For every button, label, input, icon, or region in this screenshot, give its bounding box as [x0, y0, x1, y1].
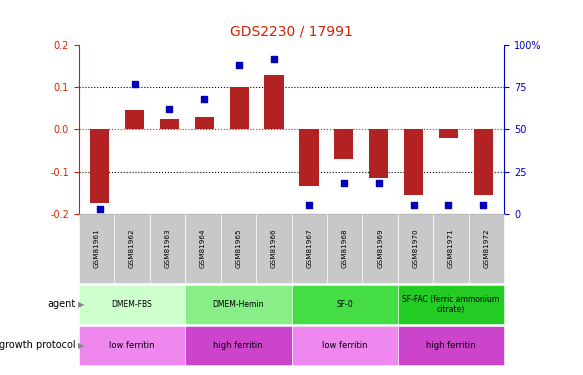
Bar — [369, 129, 388, 178]
Bar — [404, 129, 423, 195]
Text: GSM81971: GSM81971 — [448, 229, 454, 268]
Point — [479, 202, 488, 208]
Text: GSM81972: GSM81972 — [483, 229, 490, 268]
Point — [130, 81, 139, 87]
Point — [95, 206, 104, 212]
Text: GSM81969: GSM81969 — [377, 229, 383, 268]
Text: agent: agent — [47, 299, 75, 309]
Text: growth protocol: growth protocol — [0, 340, 75, 350]
Text: GSM81966: GSM81966 — [271, 229, 277, 268]
Text: ▶: ▶ — [78, 340, 85, 350]
Text: low ferritin: low ferritin — [109, 340, 154, 350]
Bar — [230, 87, 249, 129]
Text: low ferritin: low ferritin — [322, 340, 367, 350]
Bar — [334, 129, 353, 159]
Point — [409, 202, 418, 208]
Bar — [265, 75, 284, 129]
Point — [269, 56, 279, 62]
Text: GSM81968: GSM81968 — [342, 229, 347, 268]
Point — [199, 96, 209, 102]
Point — [339, 180, 349, 186]
Bar — [90, 129, 109, 203]
Text: SF-FAC (ferric ammonium
citrate): SF-FAC (ferric ammonium citrate) — [402, 295, 500, 314]
Bar — [439, 129, 458, 138]
Text: ▶: ▶ — [78, 300, 85, 309]
Text: DMEM-FBS: DMEM-FBS — [111, 300, 152, 309]
Point — [374, 180, 384, 186]
Text: GSM81962: GSM81962 — [129, 229, 135, 268]
Bar — [299, 129, 318, 186]
Text: DMEM-Hemin: DMEM-Hemin — [213, 300, 264, 309]
Text: GSM81961: GSM81961 — [93, 229, 100, 268]
Bar — [160, 119, 179, 129]
Text: high ferritin: high ferritin — [213, 340, 263, 350]
Point — [165, 106, 174, 112]
Point — [444, 202, 453, 208]
Bar — [474, 129, 493, 195]
Point — [304, 202, 314, 208]
Text: GDS2230 / 17991: GDS2230 / 17991 — [230, 24, 353, 38]
Bar — [125, 110, 144, 129]
Text: GSM81965: GSM81965 — [236, 229, 241, 268]
Point — [234, 62, 244, 68]
Text: high ferritin: high ferritin — [426, 340, 476, 350]
Text: GSM81970: GSM81970 — [413, 229, 419, 268]
Text: GSM81964: GSM81964 — [200, 229, 206, 268]
Text: SF-0: SF-0 — [336, 300, 353, 309]
Text: GSM81967: GSM81967 — [306, 229, 312, 268]
Bar — [195, 117, 214, 129]
Text: GSM81963: GSM81963 — [164, 229, 170, 268]
